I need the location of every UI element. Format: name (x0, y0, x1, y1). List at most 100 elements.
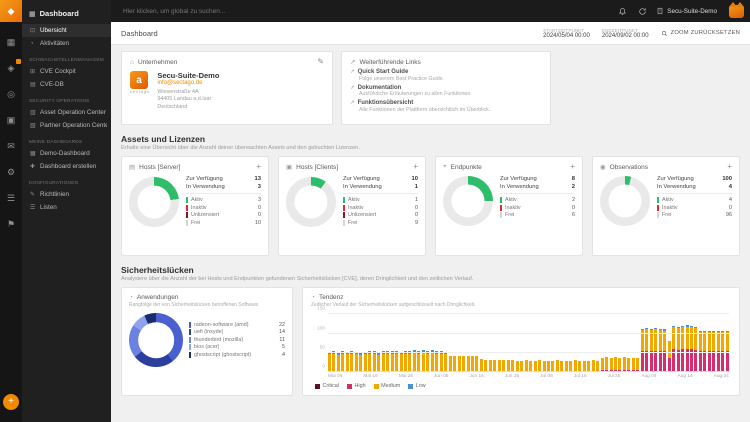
add-widget-button[interactable]: + (413, 162, 418, 171)
stat-label: In Verwendung (343, 184, 382, 190)
sidebar-item-dashboard-erstellen[interactable]: ✚ Dashboard erstellen (22, 160, 111, 173)
bar-segment-medium (587, 360, 591, 372)
legend-swatch (373, 383, 379, 389)
asset-card-header: ▤ Hosts [Server] + (129, 162, 261, 172)
y-axis-label: 150 (316, 306, 325, 312)
bar-segment-medium (435, 353, 439, 372)
bar-segment-low (386, 351, 390, 355)
zoom-reset-label: ZOOM ZURÜCKSETZEN (670, 30, 740, 36)
legend-row: Inaktiv 0 (657, 204, 732, 211)
trend-card-title: Tendenz (318, 294, 344, 301)
donut-hole (451, 184, 485, 218)
fab-button[interactable]: + (3, 394, 19, 410)
sidebar-item-label: Asset Operation Center (40, 109, 106, 116)
sidebar-item-cve-cockpit[interactable]: ⊞ CVE Cockpit (22, 65, 111, 78)
sidebar-item-demo-dashboard[interactable]: ▦ Demo-Dashboard (22, 147, 111, 160)
legend-label: High (354, 383, 366, 390)
settings-icon[interactable]: ⚙ (6, 166, 16, 177)
asset-card-body: Zur Verfügung 10 In Verwendung 1 Aktiv 1 Inakt… (286, 176, 418, 227)
sidebar-title: ▦ Dashboard (22, 5, 111, 24)
bar-segment-medium (698, 331, 702, 351)
x-tick-label: Mai 16 (363, 374, 378, 380)
stacked-bar (430, 349, 434, 373)
sidebar-group-heading: MEINE DASHBOARDS (29, 140, 83, 145)
applications-card-subtitle: Rangfolge der von Sicherheitslücken betr… (129, 302, 260, 308)
sidebar-item-aktivitaeten[interactable]: ◔ Aktivitäten (22, 37, 111, 50)
legend-label: Frei (505, 212, 515, 218)
zoom-reset-button[interactable]: ZOOM ZURÜCKSETZEN (661, 30, 740, 37)
legend-value: 2 (572, 197, 575, 203)
refresh-button[interactable] (636, 5, 648, 17)
legend-label: Aktiv (662, 197, 674, 203)
link-description: Alle Funktionen der Plattform übersichtl… (359, 106, 491, 113)
stacked-bar (667, 340, 671, 373)
asset-stats: Zur Verfügung 13 In Verwendung 3 Aktiv 3 Inakt… (179, 176, 261, 227)
bar-segment-medium (622, 357, 626, 370)
donut-chart (443, 176, 493, 226)
company-email-link[interactable]: info@sectago.de (157, 80, 203, 86)
sub-header: Dashboard STARTZEITPUNKT 2024/05/04 00:0… (111, 22, 750, 45)
legend-row: Frei 6 (500, 212, 575, 218)
monitor-icon[interactable]: ▣ (6, 114, 16, 125)
shield-icon[interactable]: ◈ (3, 59, 21, 76)
start-date-picker[interactable]: STARTZEITPUNKT 2024/05/04 00:00 (543, 28, 590, 39)
mail-icon[interactable]: ✉ (7, 140, 15, 151)
clock-icon: ◔ (311, 294, 315, 301)
bar-segment-medium (439, 354, 443, 372)
bar-segment-medium (345, 354, 349, 372)
sidebar-item-listen[interactable]: ☰ Listen (22, 201, 111, 214)
radar-icon[interactable]: ◎ (7, 88, 15, 99)
donut-chart (129, 313, 183, 368)
sidebar-item-asset-operation-center[interactable]: ▥ Asset Operation Center (22, 106, 111, 119)
sidebar-item-uebersicht[interactable]: ⊡ Übersicht (22, 24, 111, 37)
bar-segment-low (712, 330, 716, 332)
list-icon[interactable]: ☰ (6, 192, 16, 203)
bar-segment-low (645, 327, 649, 329)
dashboard-grid-icon[interactable]: ▦ (6, 36, 16, 47)
external-link-item[interactable]: ↗ Quick Start Guide Folge unserem Best Pra… (350, 69, 542, 82)
sidebar-item-cve-db[interactable]: ▤ CVE-DB (22, 78, 111, 91)
x-tick-label: Jul 05 (540, 374, 553, 380)
bar-segment-medium (444, 354, 448, 372)
stat-value: 1 (414, 184, 418, 190)
bar-segment-medium (386, 354, 390, 372)
notifications-button[interactable] (616, 5, 628, 17)
bar-segment-medium (421, 353, 425, 372)
legend-item-high: High (346, 383, 366, 390)
legend-swatch (186, 197, 188, 203)
assets-section-title: Assets und Lizenzen (121, 134, 206, 144)
legend-label: Critical (322, 383, 339, 390)
legend-swatch (343, 204, 345, 211)
bar-segment-medium (609, 357, 613, 370)
legend-swatch (500, 197, 502, 203)
tenant-selector[interactable]: Secu-Suite-Demo (656, 7, 717, 15)
stacked-bar (658, 328, 662, 373)
bar-segment-medium (359, 354, 363, 372)
bar-segment-medium (328, 354, 331, 372)
stacked-bar (426, 350, 430, 373)
end-date-picker[interactable]: ENDZEITPUNKT 2024/09/02 00:00 (602, 28, 649, 39)
bar-segment-medium (600, 357, 604, 370)
add-widget-button[interactable]: + (256, 162, 261, 171)
stat-label: In Verwendung (657, 184, 696, 190)
bar-segment-medium (672, 327, 676, 350)
legend-label: Inaktiv (348, 204, 364, 211)
asset-card-title: Hosts [Server] (139, 163, 181, 171)
legend-swatch (186, 204, 188, 211)
flag-icon[interactable]: ⚑ (6, 218, 16, 229)
sidebar-item-partner-operation-center[interactable]: ▧ Partner Operation Center (22, 119, 111, 132)
sidebar-item-richtlinien[interactable]: ✎ Richtlinien (22, 188, 111, 201)
external-link-item[interactable]: ↗ Funktionsübersicht Alle Funktionen der P… (350, 100, 542, 113)
bar-segment-medium (658, 329, 662, 351)
global-search-input[interactable] (123, 7, 609, 15)
bar-segment-high (636, 369, 640, 372)
edit-company-button[interactable]: ✎ (317, 57, 324, 66)
add-widget-button[interactable]: + (570, 162, 575, 171)
account-mascot-icon[interactable] (729, 1, 744, 18)
bar-segment-low (707, 330, 711, 332)
add-widget-button[interactable]: + (727, 162, 732, 171)
legend-value: 3 (258, 197, 261, 203)
bar-segment-medium (573, 360, 577, 372)
external-link-item[interactable]: ↗ Dokumentation Ausführliche Erläuterungen… (350, 85, 542, 98)
